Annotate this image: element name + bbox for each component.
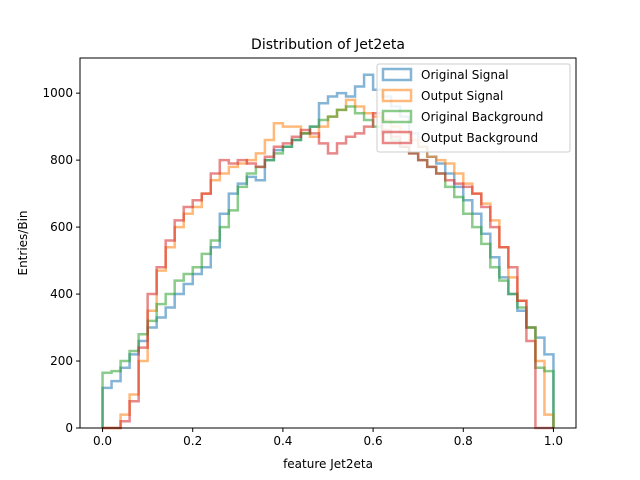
x-tick-label: 0.8	[454, 434, 473, 448]
x-tick-label: 0.0	[93, 434, 112, 448]
legend: Original Signal Output Signal Original Bac…	[376, 63, 571, 153]
y-axis-ticks: 0 200 400 600 800 1000	[42, 86, 80, 435]
y-tick-label: 800	[50, 153, 73, 167]
plot-frame	[79, 57, 577, 429]
x-axis-ticks: 0.0 0.2 0.4 0.6 0.8 1.0	[93, 428, 563, 448]
legend-box	[376, 63, 571, 153]
legend-label-output-background: Output Background	[421, 131, 538, 145]
y-axis-label: Entries/Bin	[16, 210, 30, 275]
series-layer	[101, 73, 555, 430]
series-original-background-step-line	[101, 105, 555, 428]
y-tick-label: 200	[50, 354, 73, 368]
legend-swatch-original-background	[381, 109, 413, 124]
series-output-background-step-line	[102, 112, 554, 430]
legend-label-original-signal: Original Signal	[421, 68, 509, 82]
series-original-signal-step-line	[101, 73, 555, 428]
y-tick-label: 1000	[42, 86, 73, 100]
y-tick-label: 0	[65, 421, 73, 435]
legend-items: Original Signal Output Signal Original Bac…	[381, 67, 543, 145]
x-tick-label: 0.4	[273, 434, 292, 448]
legend-label-output-signal: Output Signal	[421, 89, 503, 103]
legend-swatch-original-signal	[381, 67, 413, 82]
legend-swatch-output-signal	[381, 88, 413, 103]
x-tick-label: 0.2	[183, 434, 202, 448]
x-tick-label: 1.0	[544, 434, 563, 448]
chart-title: Distribution of Jet2eta	[251, 37, 405, 53]
legend-label-original-background: Original Background	[421, 110, 543, 124]
x-axis-label: feature Jet2eta	[283, 457, 373, 471]
x-tick-label: 0.6	[364, 434, 383, 448]
y-tick-label: 400	[50, 287, 73, 301]
y-tick-label: 600	[50, 220, 73, 234]
legend-swatch-output-background	[381, 130, 413, 145]
